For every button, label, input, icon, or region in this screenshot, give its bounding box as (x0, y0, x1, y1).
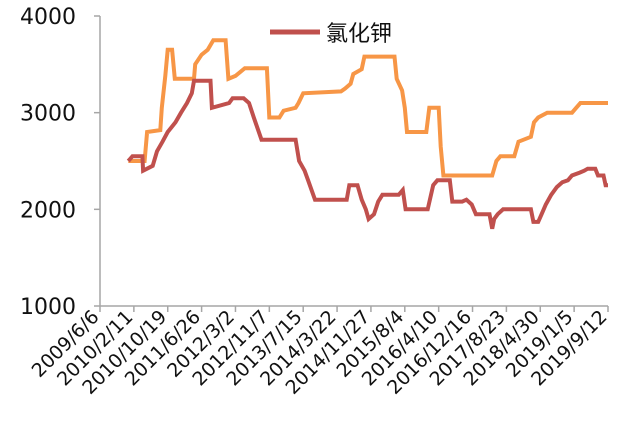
lines-layer (126, 38, 608, 230)
x-axis: 2009/6/62010/2/112010/10/192011/6/262012… (28, 305, 612, 399)
y-tick-label: 3000 (20, 102, 76, 127)
y-tick-label: 4000 (20, 5, 76, 30)
legend: 氯化钾 (270, 22, 392, 47)
y-tick-label: 1000 (20, 295, 76, 320)
y-tick-label: 2000 (20, 198, 76, 223)
series-line-secondary (128, 38, 608, 178)
series-line-potassium-chloride (126, 78, 608, 230)
legend-label: 氯化钾 (326, 22, 392, 47)
y-axis: 1000 2000 3000 4000 (20, 5, 101, 320)
